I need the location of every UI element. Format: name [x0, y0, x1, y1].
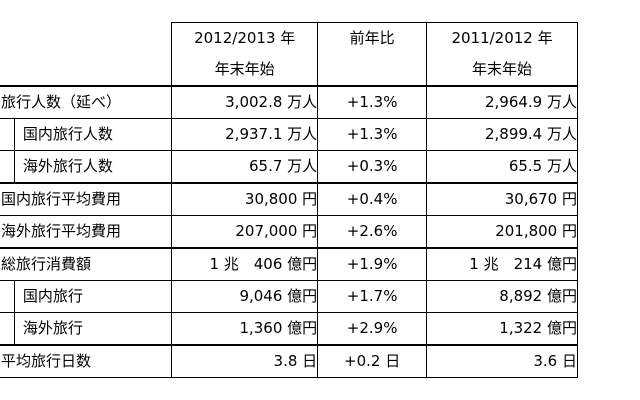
- table-row: 海外旅行平均費用 207,000 円 +2.6% 201,800 円: [0, 215, 578, 249]
- indent-spacer: [0, 150, 15, 184]
- value-yoy: +2.6%: [317, 215, 428, 249]
- value-2012-2013: 1,360 億円: [171, 312, 319, 346]
- row-label: 国内旅行平均費用: [0, 182, 173, 216]
- value-yoy: +1.3%: [317, 118, 428, 151]
- header-2011-2012-period: 年末年始: [426, 54, 578, 87]
- value-2012-2013: 65.7 万人: [171, 150, 319, 184]
- value-2011-2012: 1 兆 214 億円: [426, 247, 578, 281]
- table-row: 国内旅行 9,046 億円 +1.7% 8,892 億円: [0, 280, 578, 313]
- value-2012-2013: 2,937.1 万人: [171, 118, 319, 151]
- value-2012-2013: 3,002.8 万人: [171, 85, 319, 119]
- value-yoy: +0.3%: [317, 150, 428, 184]
- indent-spacer: [0, 280, 15, 313]
- table-row: 国内旅行人数 2,937.1 万人 +1.3% 2,899.4 万人: [0, 118, 578, 151]
- header-row-2: 年末年始 年末年始: [0, 54, 578, 87]
- table-row: 海外旅行 1,360 億円 +2.9% 1,322 億円: [0, 312, 578, 346]
- table-title: 推計: [0, 22, 173, 87]
- indent-spacer: [0, 118, 15, 151]
- value-2011-2012: 2,899.4 万人: [426, 118, 578, 151]
- header-row-1: 推計 2012/2013 年 前年比 2011/2012 年: [0, 22, 578, 87]
- value-2011-2012: 2,964.9 万人: [426, 85, 578, 119]
- indent-spacer: [0, 312, 15, 346]
- value-2012-2013: 1 兆 406 億円: [171, 247, 319, 281]
- value-2012-2013: 207,000 円: [171, 215, 319, 249]
- row-label: 平均旅行日数: [0, 344, 173, 378]
- header-yoy: 前年比: [317, 22, 428, 87]
- row-label: 総旅行消費額: [0, 247, 173, 281]
- value-yoy: +1.7%: [317, 280, 428, 313]
- table-row: 平均旅行日数 3.8 日 +0.2 日 3.6 日: [0, 344, 578, 378]
- table-row: 旅行人数（延べ） 3,002.8 万人 +1.3% 2,964.9 万人: [0, 85, 578, 119]
- value-yoy: +0.4%: [317, 182, 428, 216]
- row-label: 国内旅行人数: [13, 118, 173, 151]
- value-2011-2012: 201,800 円: [426, 215, 578, 249]
- travel-statistics-table: 推計 2012/2013 年 前年比 2011/2012 年 年末年始 年末年始…: [0, 22, 578, 378]
- value-2012-2013: 30,800 円: [171, 182, 319, 216]
- header-2012-2013-period: 年末年始: [171, 54, 319, 87]
- value-2012-2013: 3.8 日: [171, 344, 319, 378]
- table-row: 海外旅行人数 65.7 万人 +0.3% 65.5 万人: [0, 150, 578, 184]
- value-2012-2013: 9,046 億円: [171, 280, 319, 313]
- table-row: 国内旅行平均費用 30,800 円 +0.4% 30,670 円: [0, 182, 578, 216]
- row-label: 海外旅行人数: [13, 150, 173, 184]
- row-label: 国内旅行: [13, 280, 173, 313]
- value-yoy: +2.9%: [317, 312, 428, 346]
- row-label: 旅行人数（延べ）: [0, 85, 173, 119]
- value-yoy: +1.3%: [317, 85, 428, 119]
- value-2011-2012: 1,322 億円: [426, 312, 578, 346]
- table-row: 総旅行消費額 1 兆 406 億円 +1.9% 1 兆 214 億円: [0, 247, 578, 281]
- value-2011-2012: 65.5 万人: [426, 150, 578, 184]
- value-2011-2012: 8,892 億円: [426, 280, 578, 313]
- header-2011-2012-year: 2011/2012 年: [426, 22, 578, 54]
- row-label: 海外旅行: [13, 312, 173, 346]
- value-2011-2012: 30,670 円: [426, 182, 578, 216]
- row-label: 海外旅行平均費用: [0, 215, 173, 249]
- header-2012-2013-year: 2012/2013 年: [171, 22, 319, 54]
- value-2011-2012: 3.6 日: [426, 344, 578, 378]
- value-yoy: +1.9%: [317, 247, 428, 281]
- value-yoy: +0.2 日: [317, 344, 428, 378]
